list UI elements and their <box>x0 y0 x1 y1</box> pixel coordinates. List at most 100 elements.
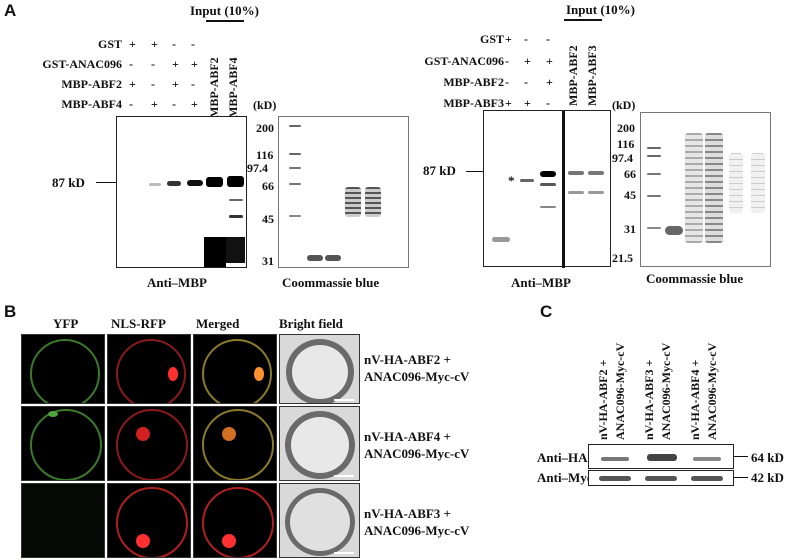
sign: + <box>191 97 198 111</box>
sign: - <box>524 75 528 89</box>
micrograph-merged <box>193 483 277 558</box>
sign: - <box>546 96 550 110</box>
marker-87kd-left: 87 kD <box>52 175 85 190</box>
sign: + <box>546 54 553 68</box>
sign: + <box>524 96 531 110</box>
micrograph-merged <box>193 334 277 404</box>
micrograph-yfp <box>21 334 105 404</box>
size-tick <box>734 477 748 478</box>
row-label-mbp-abf4-left: MBP-ABF4 <box>61 97 122 111</box>
row-label-b3-line2: ANAC096-Myc-cV <box>364 523 470 538</box>
row-label-mbp-abf2-left: MBP-ABF2 <box>61 77 122 91</box>
input-bracket-left <box>206 20 244 22</box>
input-label-right: Input (10%) <box>566 2 635 17</box>
western-blot-anti-ha <box>588 444 734 469</box>
sign: + <box>129 37 136 51</box>
blot-caption-left: Anti–MBP <box>147 275 207 290</box>
ladder-97-4: 97.4 <box>247 161 268 175</box>
row-label-gst-right: GST <box>479 32 504 46</box>
gel-caption-left: Coommassie blue <box>282 275 380 290</box>
sign: - <box>151 57 155 71</box>
asterisk-marker: * <box>508 173 515 188</box>
lane-c1-line2: ANAC096-Myc-cV <box>613 342 627 440</box>
input-lane-mbp-abf2-right: MBP-ABF2 <box>566 45 580 106</box>
row-label-mbp-abf3-right: MBP-ABF3 <box>443 96 504 110</box>
lane-c3-line2: ANAC096-Myc-cV <box>705 342 719 440</box>
input-label-left: Input (10%) <box>190 3 259 18</box>
coomassie-gel-right <box>640 112 771 267</box>
ladder-200: 200 <box>256 121 274 135</box>
sign: - <box>191 77 195 91</box>
lane-c2-line2: ANAC096-Myc-cV <box>659 342 673 440</box>
ladder-31: 31 <box>262 254 274 268</box>
sign: + <box>129 77 136 91</box>
input-lane-mbp-abf3-right: MBP-ABF3 <box>585 45 599 106</box>
micrograph-yfp <box>21 406 105 481</box>
micrograph-bright-field <box>279 483 360 558</box>
sign: + <box>151 97 158 111</box>
ladder-97-4: 97.4 <box>612 151 633 165</box>
sign: - <box>129 57 133 71</box>
lane-c2-line1: nV-HA-ABF3 + <box>642 359 656 440</box>
ladder-116: 116 <box>617 137 635 151</box>
row-label-b1-line2: ANAC096-Myc-cV <box>364 369 470 384</box>
micrograph-rfp <box>107 483 191 558</box>
western-blot-anti-mbp-left <box>116 116 247 268</box>
col-nls-rfp: NLS-RFP <box>111 316 166 331</box>
sign: - <box>505 75 509 89</box>
ladder-116: 116 <box>256 148 274 162</box>
input-bracket-right <box>564 19 602 21</box>
row-label-b3-line1: nV-HA-ABF3 + <box>364 506 451 521</box>
micrograph-bright-field <box>279 334 360 404</box>
blot-caption-right: Anti–MBP <box>511 275 571 290</box>
input-lane-mbp-abf4-left: MBP-ABF4 <box>226 57 240 118</box>
col-yfp: YFP <box>53 316 79 331</box>
panel-letter-a: A <box>4 1 17 20</box>
sign: - <box>505 54 509 68</box>
panel-letter-b: B <box>4 302 17 321</box>
sign: - <box>191 37 195 51</box>
row-label-b1-line1: nV-HA-ABF2 + <box>364 352 451 367</box>
western-blot-anti-myc <box>588 470 734 486</box>
western-blot-anti-mbp-right <box>483 110 611 268</box>
sign: - <box>172 97 176 111</box>
ladder-31: 31 <box>624 222 636 236</box>
ladder-66: 66 <box>262 179 274 193</box>
sign: + <box>151 37 158 51</box>
size-64kd: 64 kD <box>751 450 784 465</box>
sign: - <box>546 32 550 46</box>
sign: + <box>172 57 179 71</box>
ladder-45: 45 <box>624 188 636 202</box>
blot-label-anti-ha: Anti–HA <box>537 450 588 465</box>
input-lane-mbp-abf2-left: MBP-ABF2 <box>207 57 221 118</box>
row-label-gst-anac096-left: GST-ANAC096 <box>42 57 122 71</box>
col-merged: Merged <box>196 316 240 331</box>
size-tick <box>734 456 748 457</box>
sign: - <box>524 32 528 46</box>
sign: + <box>505 96 512 110</box>
micrograph-yfp <box>21 483 105 558</box>
size-42kd: 42 kD <box>751 470 784 485</box>
marker-tick <box>96 182 116 183</box>
kd-unit-right: (kD) <box>612 98 636 112</box>
sign: + <box>172 77 179 91</box>
ladder-66: 66 <box>624 167 636 181</box>
ladder-200: 200 <box>617 121 635 135</box>
sign: - <box>172 37 176 51</box>
sign: + <box>191 57 198 71</box>
marker-87kd-right: 87 kD <box>423 163 456 178</box>
panel-letter-c: C <box>540 302 553 321</box>
row-label-gst-left: GST <box>97 37 122 51</box>
sign: - <box>129 97 133 111</box>
row-label-b2-line2: ANAC096-Myc-cV <box>364 446 470 461</box>
micrograph-bright-field <box>279 406 360 481</box>
lane-c3-line1: nV-HA-ABF4 + <box>688 359 702 440</box>
sign: + <box>524 54 531 68</box>
micrograph-rfp <box>107 334 191 404</box>
row-label-mbp-abf2-right: MBP-ABF2 <box>443 75 504 89</box>
row-label-b2-line1: nV-HA-ABF4 + <box>364 429 451 444</box>
coomassie-gel-left <box>278 116 409 268</box>
col-bright-field: Bright field <box>279 316 343 331</box>
ladder-45: 45 <box>262 212 274 226</box>
gel-caption-right: Coommassie blue <box>646 271 744 286</box>
